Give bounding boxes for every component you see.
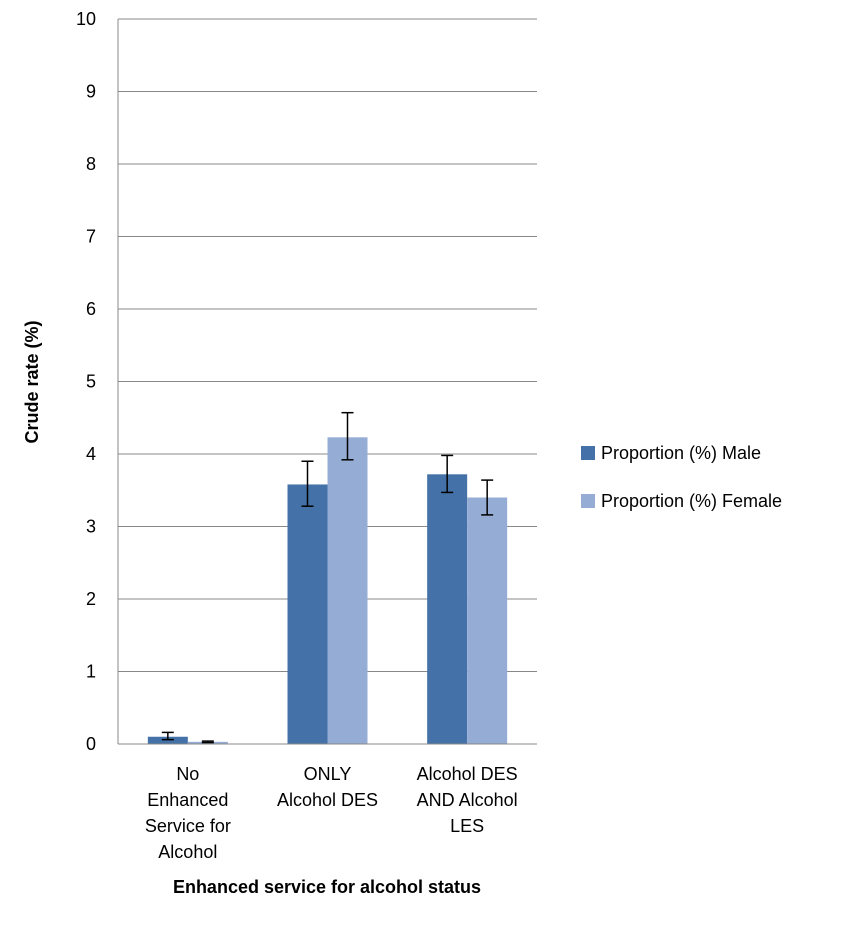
legend-swatch xyxy=(581,494,595,508)
y-tick-label: 0 xyxy=(86,734,96,754)
bar xyxy=(327,437,368,744)
error-bars xyxy=(161,411,494,744)
y-tick-labels: 0 1 2 3 4 5 6 7 8 9 10 xyxy=(76,9,96,754)
bar xyxy=(427,474,468,744)
y-tick-label: 7 xyxy=(86,227,96,247)
category-label: Alcohol DES xyxy=(417,764,518,784)
category-label: Service for xyxy=(145,816,231,836)
category-label: AND Alcohol xyxy=(417,790,518,810)
category-label: No xyxy=(176,764,199,784)
legend: Proportion (%) Male Proportion (%) Female xyxy=(581,443,782,511)
category-label: ONLY xyxy=(304,764,352,784)
category-label: Enhanced xyxy=(147,790,228,810)
y-axis-title: Crude rate (%) xyxy=(22,320,42,443)
y-tick-label: 10 xyxy=(76,9,96,29)
gridlines xyxy=(118,18,537,672)
y-tick-label: 8 xyxy=(86,154,96,174)
y-tick-label: 3 xyxy=(86,517,96,537)
legend-label: Proportion (%) Male xyxy=(601,443,761,463)
x-category-labels: No Enhanced Service for Alcohol ONLY Alcohol … xyxy=(145,764,518,862)
category-label: LES xyxy=(450,816,484,836)
bar xyxy=(287,484,328,744)
y-tick-label: 2 xyxy=(86,589,96,609)
y-tick-label: 9 xyxy=(86,82,96,102)
y-tick-label: 6 xyxy=(86,299,96,319)
y-tick-label: 5 xyxy=(86,372,96,392)
y-tick-label: 4 xyxy=(86,444,96,464)
category-label: Alcohol xyxy=(158,842,217,862)
bar xyxy=(467,497,508,744)
category-label: Alcohol DES xyxy=(277,790,378,810)
axes xyxy=(117,19,537,745)
bars xyxy=(147,437,508,744)
x-axis-title: Enhanced service for alcohol status xyxy=(173,877,481,897)
legend-swatch xyxy=(581,446,595,460)
y-tick-label: 1 xyxy=(86,662,96,682)
legend-label: Proportion (%) Female xyxy=(601,491,782,511)
